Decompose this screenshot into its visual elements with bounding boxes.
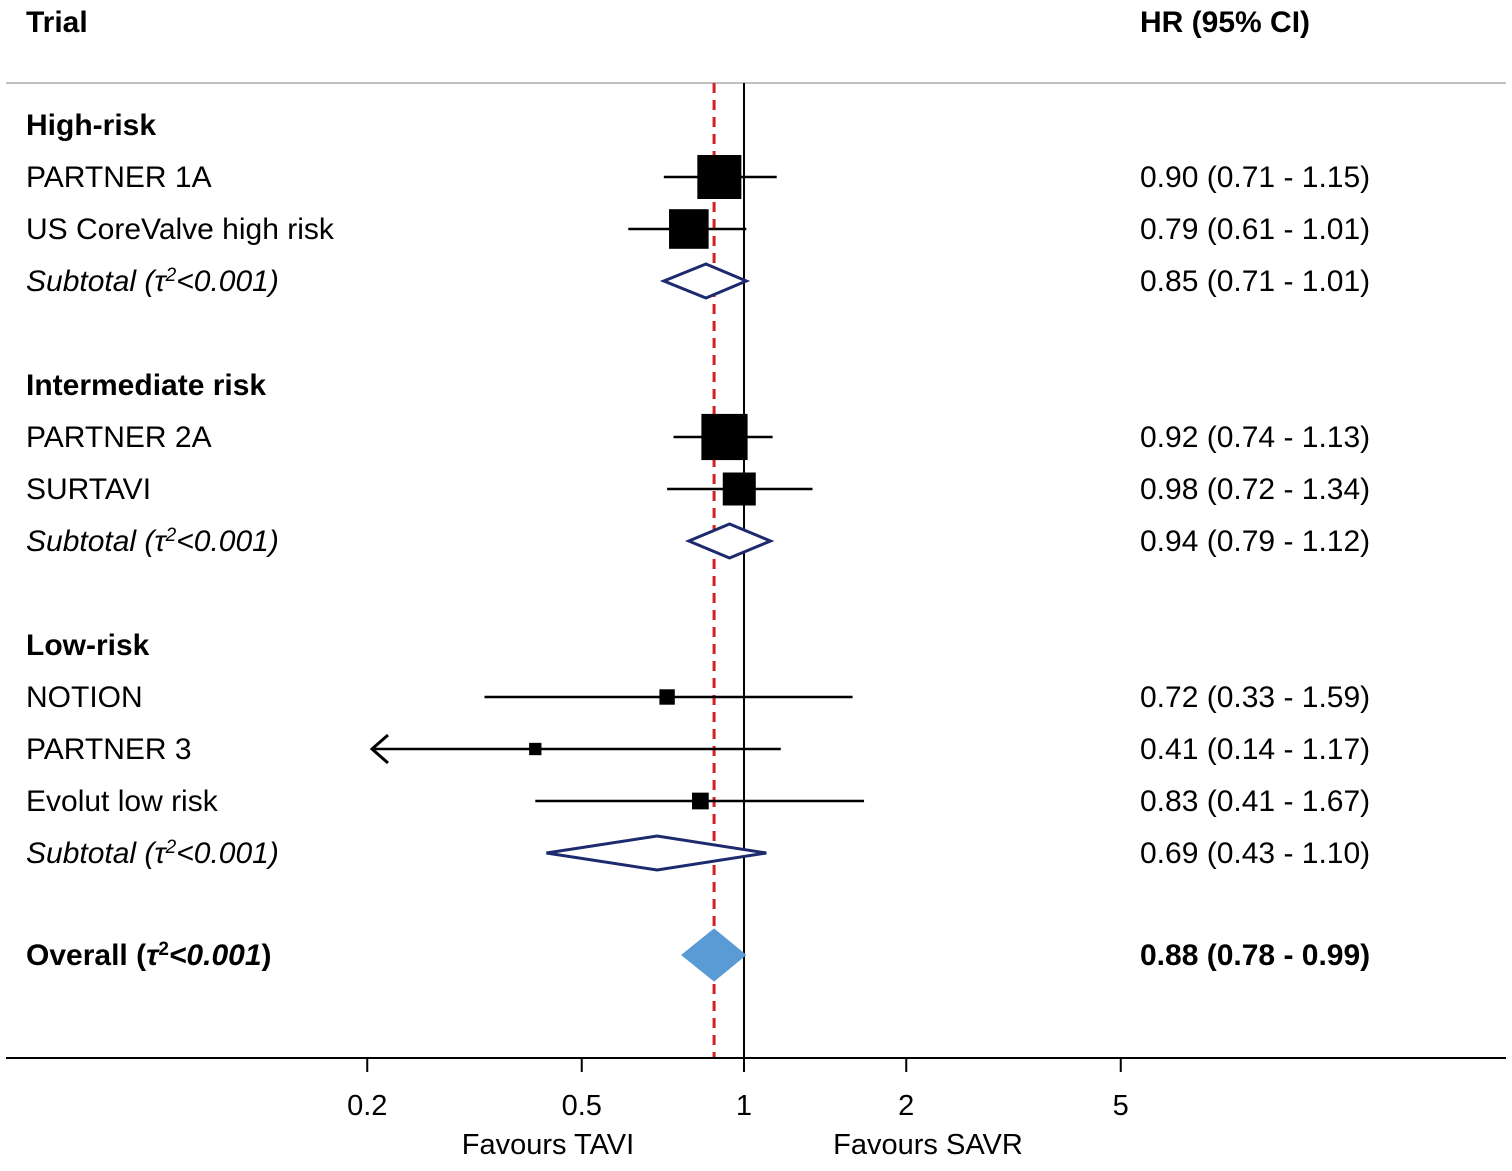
study-label: US CoreValve high risk [26, 213, 335, 246]
overall-label-tau: τ [146, 939, 160, 972]
subtotal-label: Subtotal (τ2<0.001) [26, 265, 279, 299]
subtotal-label-word: Subtotal [26, 265, 137, 298]
overall-label-word: Overall [26, 939, 128, 972]
study-point-estimate [669, 209, 709, 249]
x-axis-ticks: 0.2 0.5 1 2 5 [347, 1058, 1129, 1122]
subtotal-label-sup: 2 [165, 837, 177, 858]
subtotal-label-sup: 2 [165, 525, 177, 546]
study-hr-text: 0.92 (0.74 - 1.13) [1140, 421, 1370, 454]
subtotal-label-value: <0.001 [176, 525, 269, 558]
subtotal-label-paren-close: ) [266, 525, 279, 558]
subtotal-label-paren-open: ( [136, 837, 157, 870]
study-point-estimate [701, 413, 748, 461]
subtotal-label-tau: τ [154, 837, 167, 870]
study-point-estimate [529, 742, 542, 756]
subtotal-hr-text: 0.85 (0.71 - 1.01) [1140, 265, 1370, 298]
study-label: NOTION [26, 681, 143, 714]
favours-tavi-label: Favours TAVI [462, 1129, 634, 1161]
x-tick-label: 0.5 [562, 1090, 602, 1122]
study-hr-text: 0.72 (0.33 - 1.59) [1140, 681, 1370, 714]
header-hr-ci: HR (95% CI) [1140, 6, 1310, 39]
subtotal-label-paren-open: ( [136, 265, 157, 298]
study-label: PARTNER 2A [26, 421, 212, 454]
study-label: SURTAVI [26, 473, 151, 506]
overall-label-value: <0.001 [169, 939, 262, 972]
header-trial: Trial [26, 6, 88, 39]
overall-diamond [681, 928, 747, 982]
study-label: PARTNER 1A [26, 161, 212, 194]
x-tick-label: 5 [1113, 1090, 1129, 1122]
overall-hr-text: 0.88 (0.78 - 0.99) [1140, 939, 1370, 972]
overall-label: Overall (τ2<0.001) [26, 939, 272, 973]
overall-label-paren-close: ) [262, 939, 272, 972]
overall-label-paren-open: ( [128, 939, 146, 972]
subtotal-diamond [684, 522, 775, 560]
study-hr-text: 0.83 (0.41 - 1.67) [1140, 785, 1370, 818]
study-hr-text: 0.41 (0.14 - 1.17) [1140, 733, 1370, 766]
x-tick-label: 0.2 [347, 1090, 387, 1122]
subtotal-label-tau: τ [154, 265, 167, 298]
subtotal-label: Subtotal (τ2<0.001) [26, 525, 279, 559]
plot-area: High-risk PARTNER 1A 0.90 (0.71 - 1.15) US … [26, 83, 1370, 1058]
study-hr-text: 0.79 (0.61 - 1.01) [1140, 213, 1370, 246]
favours-savr-label: Favours SAVR [833, 1129, 1023, 1161]
study-point-estimate [697, 155, 742, 199]
subtotal-hr-text: 0.94 (0.79 - 1.12) [1140, 525, 1370, 558]
subtotal-hr-text: 0.69 (0.43 - 1.10) [1140, 837, 1370, 870]
subtotal-label-value: <0.001 [176, 265, 269, 298]
x-tick-label: 1 [736, 1090, 752, 1122]
group-heading: High-risk [26, 109, 156, 142]
study-point-estimate [659, 689, 675, 705]
subtotal-diamond [546, 834, 767, 872]
x-tick-label: 2 [898, 1090, 914, 1122]
study-label: PARTNER 3 [26, 733, 192, 766]
subtotal-label-value: <0.001 [176, 837, 269, 870]
study-hr-text: 0.90 (0.71 - 1.15) [1140, 161, 1370, 194]
subtotal-label-tau: τ [154, 525, 167, 558]
group-heading: Intermediate risk [26, 369, 266, 402]
subtotal-label-paren-close: ) [266, 837, 279, 870]
subtotal-label-paren-close: ) [266, 265, 279, 298]
study-hr-text: 0.98 (0.72 - 1.34) [1140, 473, 1370, 506]
group-heading: Low-risk [26, 629, 150, 662]
subtotal-label: Subtotal (τ2<0.001) [26, 837, 279, 871]
subtotal-diamond [659, 262, 751, 300]
subtotal-label-sup: 2 [165, 265, 177, 286]
study-label: Evolut low risk [26, 785, 219, 818]
study-point-estimate [722, 472, 756, 506]
overall-label-sup: 2 [158, 939, 169, 960]
subtotal-label-paren-open: ( [136, 525, 157, 558]
subtotal-label-word: Subtotal [26, 525, 137, 558]
subtotal-label-word: Subtotal [26, 837, 137, 870]
study-point-estimate [692, 792, 709, 810]
